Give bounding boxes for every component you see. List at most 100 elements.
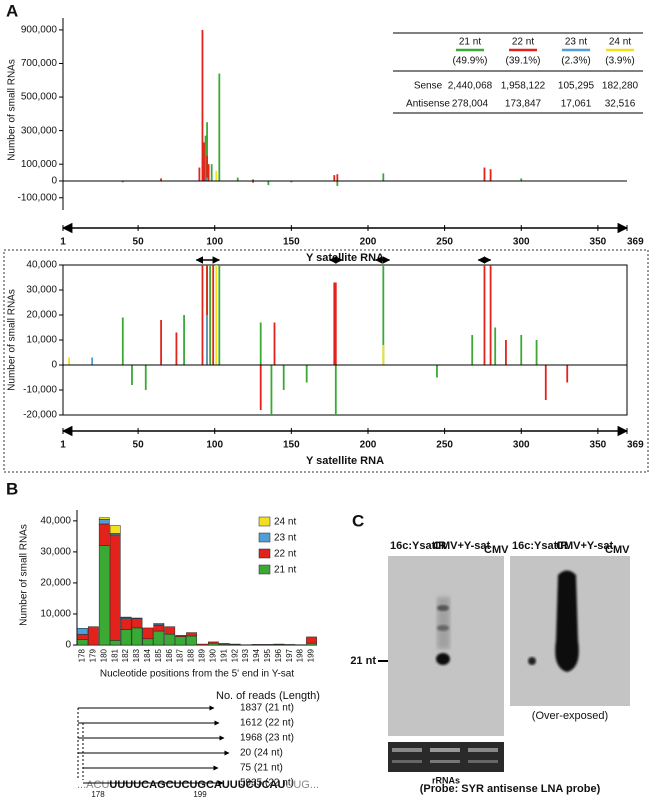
bar-segment xyxy=(98,523,110,546)
bar xyxy=(215,170,218,181)
table-cell: 2,440,068 xyxy=(448,81,493,92)
rrna-strip xyxy=(388,742,504,772)
legend-label: 23 nt xyxy=(274,533,296,544)
rrna-band xyxy=(430,748,460,752)
y-tick-label: 10,000 xyxy=(40,609,71,620)
table-percent: (49.9%) xyxy=(452,56,487,67)
table-header: 23 nt xyxy=(565,37,587,48)
y-tick-label: 10,000 xyxy=(26,335,57,346)
y-tick-label: 500,000 xyxy=(21,92,58,103)
bar xyxy=(259,365,262,410)
bar-segment xyxy=(218,643,230,645)
x-tick-label: 198 xyxy=(296,648,305,662)
y-axis-title: Number of small RNAs xyxy=(7,59,18,161)
read-count: 1612 (22 nt) xyxy=(240,718,294,729)
x-tick-label: 196 xyxy=(274,648,283,662)
bar xyxy=(198,167,201,181)
rrna-band xyxy=(392,748,422,752)
panel-label: B xyxy=(6,479,18,498)
bar xyxy=(209,265,212,365)
bar-segment xyxy=(142,638,154,646)
bar xyxy=(206,177,208,181)
bar xyxy=(183,315,185,365)
x-tick-label: 350 xyxy=(590,237,607,248)
table-header: 21 nt xyxy=(459,37,481,48)
legend-label: 24 nt xyxy=(274,517,296,528)
y-tick-label: -10,000 xyxy=(23,385,57,396)
legend-label: 21 nt xyxy=(274,565,296,576)
bar xyxy=(270,365,273,415)
y-tick-label: 0 xyxy=(51,360,57,371)
bar xyxy=(333,175,336,181)
read-count: 1837 (21 nt) xyxy=(240,703,294,714)
lane-label: CMV+Y-sat xyxy=(556,540,613,552)
x-tick-label: 300 xyxy=(513,237,530,248)
x-tick-label: 369 xyxy=(627,237,644,248)
x-tick-label: 150 xyxy=(283,237,300,248)
bar xyxy=(333,282,336,365)
x-tick-label: 188 xyxy=(187,648,196,662)
bar-segment xyxy=(175,635,187,637)
bar xyxy=(382,345,385,365)
bar xyxy=(203,142,205,181)
x-tick-label: 192 xyxy=(230,648,239,662)
bar xyxy=(160,178,162,181)
panel-label: C xyxy=(352,511,364,530)
bar xyxy=(210,164,213,181)
y-tick-label: 20,000 xyxy=(26,310,57,321)
bar-segment xyxy=(153,630,165,646)
bar xyxy=(305,365,308,383)
bar xyxy=(290,180,293,183)
read-count: 5935 (22 nt) xyxy=(240,778,294,789)
bar xyxy=(144,365,147,390)
x-tick-label: 189 xyxy=(198,648,207,662)
bar xyxy=(206,155,208,181)
bar-segment xyxy=(186,632,197,637)
bar-segment xyxy=(306,636,317,644)
rrna-band xyxy=(468,748,498,752)
bar xyxy=(218,73,221,181)
bar-segment xyxy=(175,636,187,646)
plot-frame xyxy=(62,264,628,416)
table-cell: 17,061 xyxy=(561,99,592,110)
bar xyxy=(494,327,497,365)
y-tick-label: 300,000 xyxy=(21,125,58,136)
x-tick-label: 191 xyxy=(219,648,228,662)
y-tick-label: 100,000 xyxy=(21,159,58,170)
bar xyxy=(483,265,486,365)
x-tick-label: 185 xyxy=(154,648,163,662)
bar-segment xyxy=(131,617,143,619)
sequence-start: 178 xyxy=(91,790,105,799)
bars xyxy=(121,29,523,186)
bar-segment xyxy=(120,616,132,618)
bar-segment xyxy=(197,643,208,646)
x-tick-label: 50 xyxy=(133,440,145,451)
bar-segment xyxy=(98,545,110,646)
x-axis-title: Y satellite RNA xyxy=(306,252,384,264)
size-marker: 21 nt xyxy=(350,655,376,667)
sequence-flank: ...ACU xyxy=(77,779,109,791)
bar xyxy=(336,180,339,186)
bar xyxy=(201,29,204,181)
bar xyxy=(334,282,337,365)
table-row-label: Sense xyxy=(414,81,443,92)
read-count: 75 (21 nt) xyxy=(240,763,283,774)
x-tick-label: 193 xyxy=(241,648,250,662)
bar-segment xyxy=(164,633,176,646)
lane-label: 16c:YsatIR xyxy=(512,540,568,552)
table-percent: (2.3%) xyxy=(561,56,590,67)
bar xyxy=(206,265,208,365)
legend-swatch xyxy=(258,532,271,543)
bar xyxy=(207,164,210,181)
bar-segment xyxy=(87,626,99,646)
y-tick-label: -100,000 xyxy=(18,192,58,203)
bar-segment xyxy=(306,642,317,646)
x-tick-label: 194 xyxy=(252,648,261,662)
x-tick-label: 50 xyxy=(133,237,145,248)
loading-label: rRNAs xyxy=(432,775,460,785)
table-cell: 278,004 xyxy=(452,99,489,110)
x-tick-label: 250 xyxy=(436,440,453,451)
bar xyxy=(505,340,507,365)
bar xyxy=(483,167,486,181)
